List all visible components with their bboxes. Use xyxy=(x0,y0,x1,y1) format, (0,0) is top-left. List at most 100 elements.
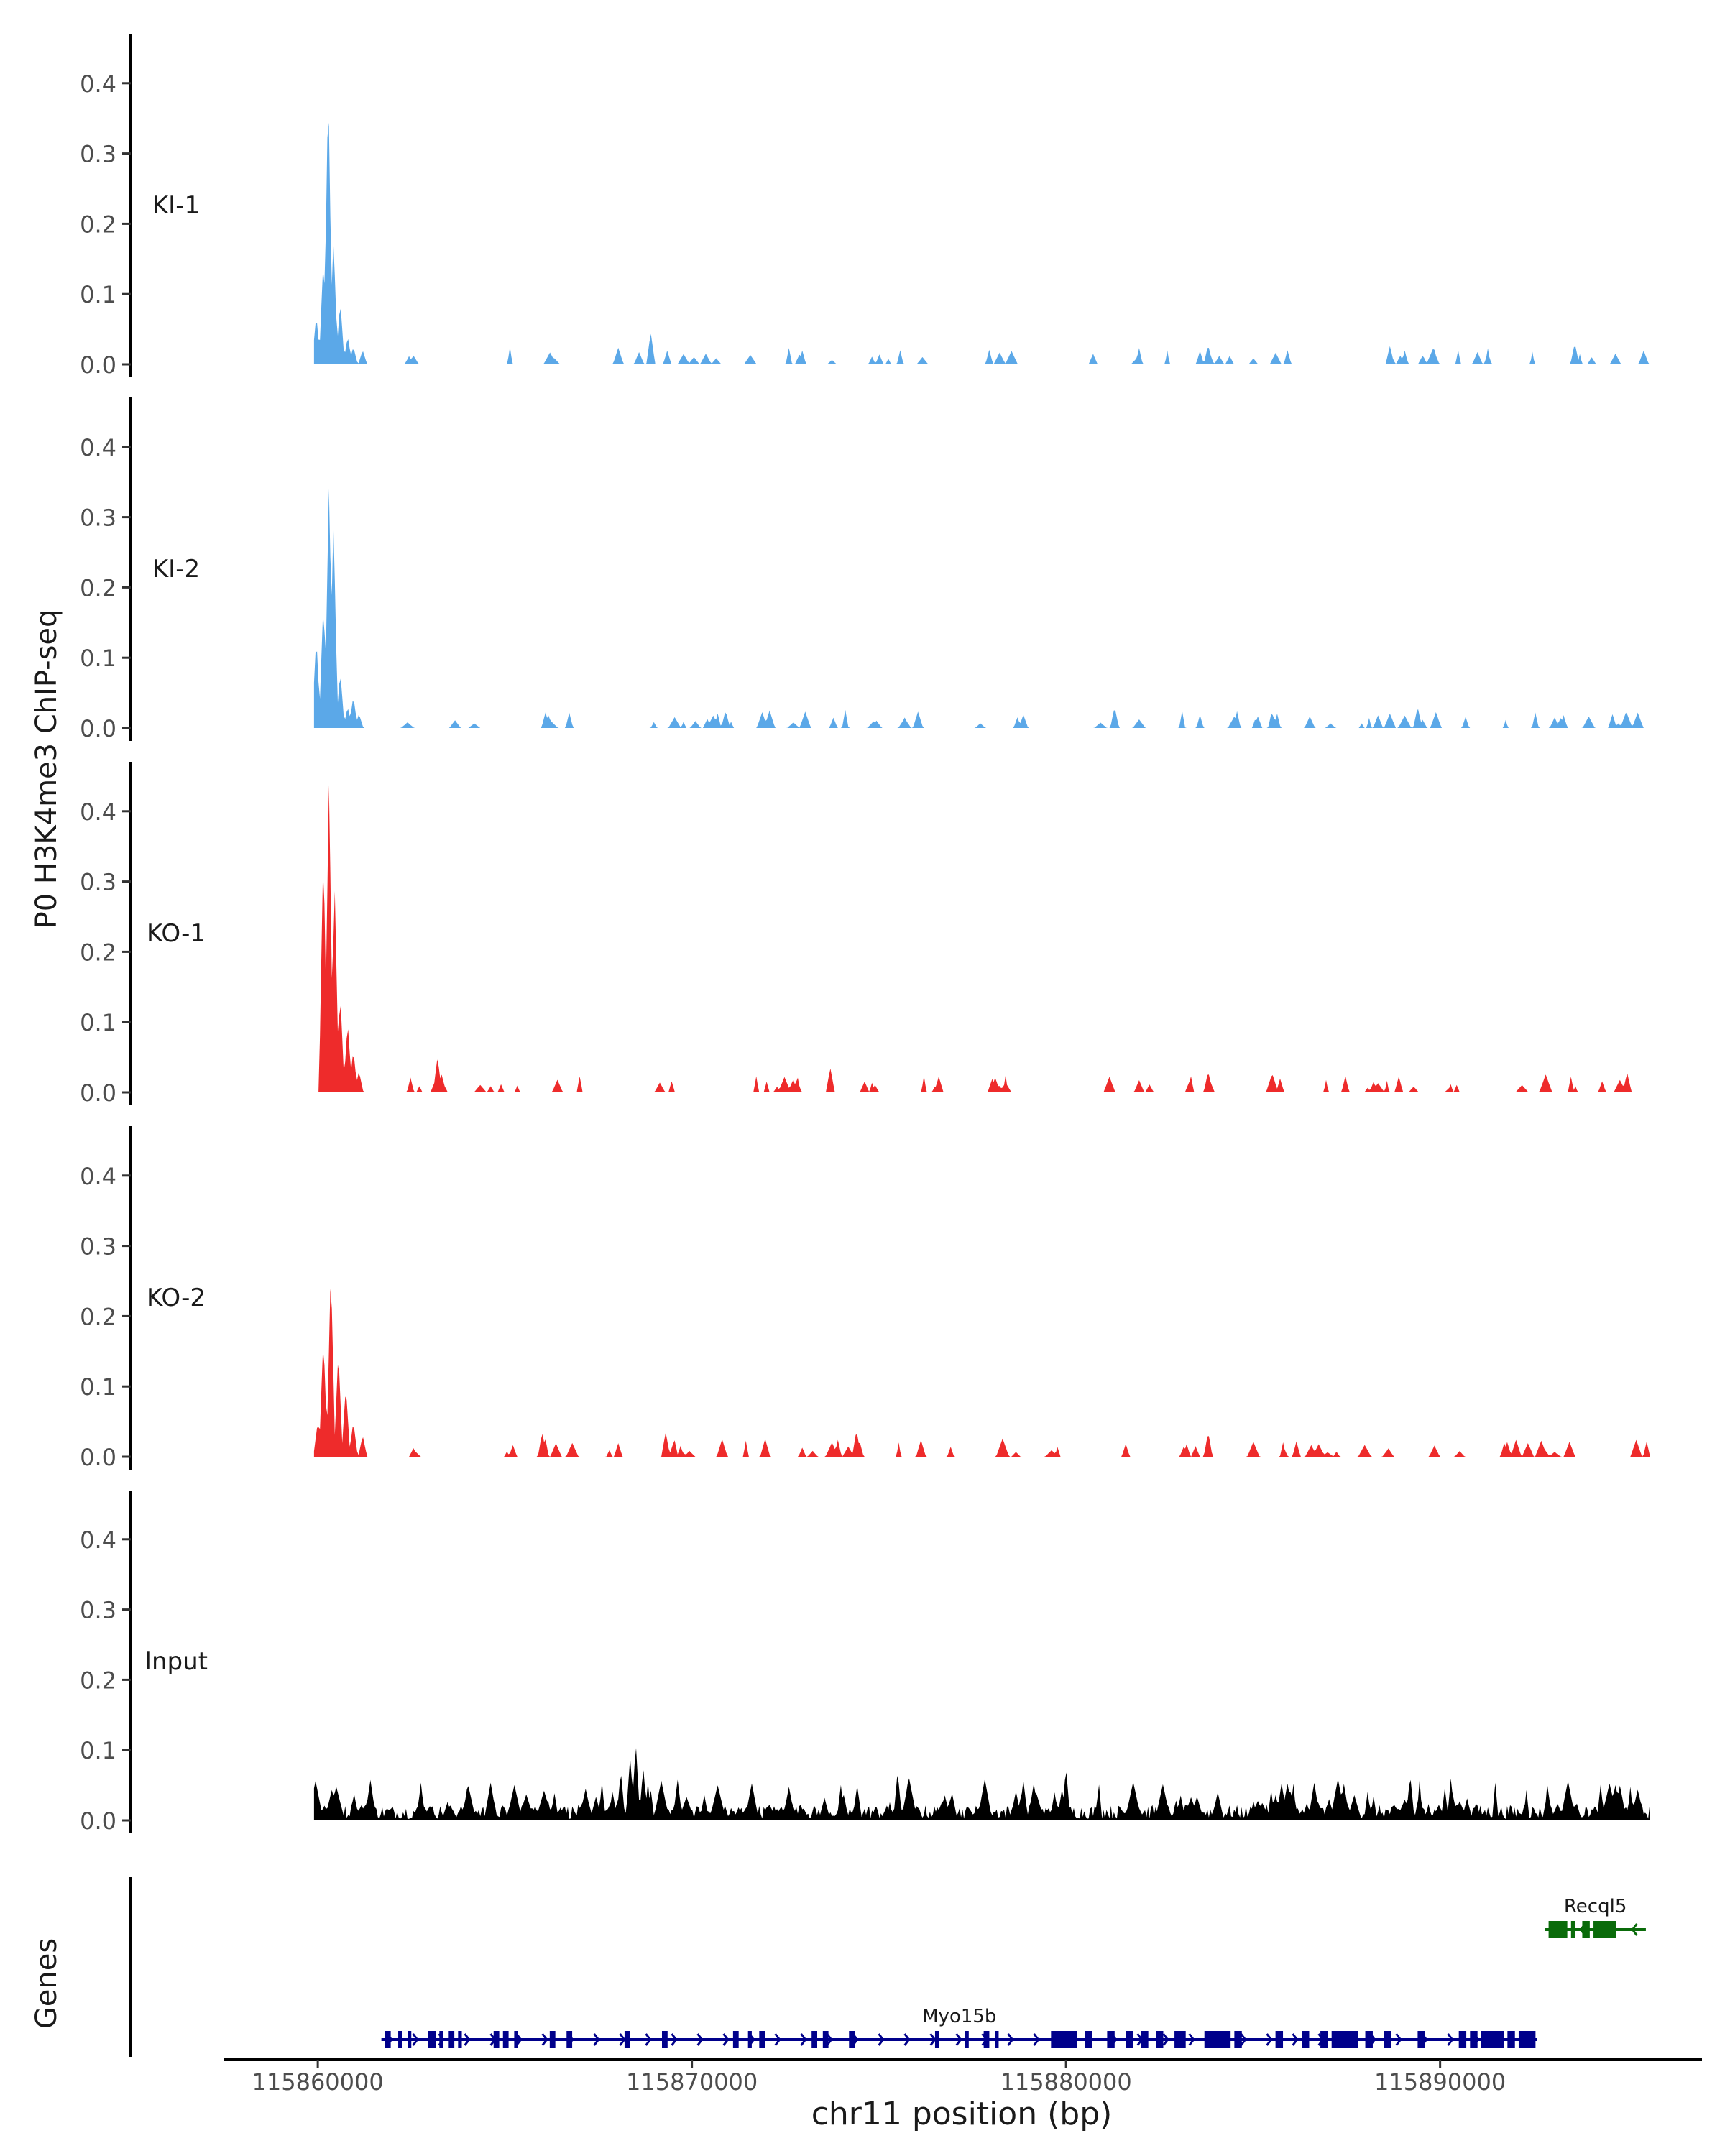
exon xyxy=(1126,2031,1133,2048)
exon xyxy=(398,2031,402,2048)
exon xyxy=(549,2031,556,2048)
strand-chevron xyxy=(929,2033,937,2046)
exon xyxy=(408,2031,412,2048)
exon xyxy=(934,2031,939,2048)
gene-recql5: Recql5 xyxy=(1545,1896,1646,1938)
track-label: Input xyxy=(144,1647,208,1676)
y-tick-label: 0.1 xyxy=(80,1737,116,1764)
exon xyxy=(1481,2031,1504,2048)
strand-chevron xyxy=(1631,1923,1638,1936)
strand-chevron xyxy=(464,2033,471,2046)
y-tick-label: 0.4 xyxy=(80,70,116,98)
gene-myo15b: Myo15b xyxy=(381,2006,1537,2048)
coverage-area xyxy=(313,785,1650,1092)
strand-chevron xyxy=(1162,2033,1169,2046)
y-tick-label: 0.3 xyxy=(80,141,116,168)
strand-chevron xyxy=(412,2033,419,2046)
exon xyxy=(1365,2031,1373,2048)
y-tick-label: 0.3 xyxy=(80,1597,116,1624)
x-tick-label: 115880000 xyxy=(1000,2068,1132,2096)
strand-chevron xyxy=(1007,2033,1014,2046)
y-tick-label: 0.2 xyxy=(80,211,116,238)
exon xyxy=(1331,2031,1358,2048)
exon xyxy=(428,2031,436,2048)
exon xyxy=(1051,2031,1077,2048)
track-label: KO-1 xyxy=(147,919,206,948)
strand-chevron xyxy=(774,2033,781,2046)
strand-chevron xyxy=(800,2033,807,2046)
y-tick-label: 0.0 xyxy=(80,351,116,379)
track-ki-1: 0.0 0.1 0.2 0.3 0.4 KI-1 xyxy=(80,34,1650,379)
tracks-layer: 0.00.10.20.30.4KI-10.00.10.20.30.4KI-20.… xyxy=(80,34,1650,1835)
exon xyxy=(566,2031,573,2048)
track-ki-2: 0.0 0.1 0.2 0.3 0.4 KI-2 xyxy=(80,397,1650,742)
track-label: KI-1 xyxy=(152,191,200,220)
track-ko-1: 0.0 0.1 0.2 0.3 0.4 KO-1 xyxy=(80,762,1650,1107)
exon xyxy=(1582,1921,1590,1938)
x-axis-title: chr11 position (bp) xyxy=(811,2096,1113,2132)
strand-chevron xyxy=(541,2033,548,2046)
x-tick-label: 115870000 xyxy=(626,2068,758,2096)
exon xyxy=(1320,2031,1328,2048)
gene-name: Recql5 xyxy=(1564,1896,1627,1917)
exon xyxy=(1458,2031,1467,2048)
strand-chevron xyxy=(593,2033,600,2046)
y-tick-label: 0.0 xyxy=(80,715,116,742)
y-tick-label: 0.4 xyxy=(80,1526,116,1554)
exon xyxy=(1384,2031,1392,2048)
exon xyxy=(1275,2031,1284,2048)
exon xyxy=(1518,2031,1536,2048)
strand-chevron xyxy=(878,2033,885,2046)
x-tick-label: 115890000 xyxy=(1374,2068,1506,2096)
exon xyxy=(1570,1921,1576,1938)
y-tick-label: 0.1 xyxy=(80,1009,116,1036)
exon xyxy=(759,2031,765,2048)
strand-chevron xyxy=(696,2033,704,2046)
coverage-area xyxy=(313,1748,1650,1820)
exon xyxy=(514,2031,518,2048)
x-axis: 115860000 115870000 115880000 115890000 xyxy=(224,2058,1702,2096)
exon xyxy=(1548,1921,1568,1938)
exon xyxy=(458,2031,462,2048)
coverage-area xyxy=(313,122,1650,364)
exon xyxy=(1593,1921,1616,1938)
strand-chevron xyxy=(671,2033,678,2046)
y-tick-label: 0.2 xyxy=(80,1303,116,1330)
exon xyxy=(849,2031,855,2048)
y-tick-label: 0.0 xyxy=(80,1807,116,1835)
y-tick-label: 0.2 xyxy=(80,574,116,602)
y-tick-label: 0.0 xyxy=(80,1444,116,1471)
exon xyxy=(1156,2031,1164,2048)
y-tick-label: 0.1 xyxy=(80,281,116,308)
exon xyxy=(1470,2031,1478,2048)
strand-chevron xyxy=(1033,2033,1040,2046)
strand-chevron xyxy=(1292,2033,1299,2046)
y-tick-label: 0.1 xyxy=(80,645,116,672)
exon xyxy=(1417,2031,1425,2048)
strand-chevron xyxy=(722,2033,730,2046)
strand-chevron xyxy=(1188,2033,1195,2046)
coverage-area xyxy=(313,489,1650,728)
strand-chevron xyxy=(515,2033,523,2046)
y-tick-label: 0.4 xyxy=(80,434,116,461)
strand-chevron xyxy=(1266,2033,1273,2046)
exon xyxy=(448,2031,455,2048)
exon xyxy=(1507,2031,1515,2048)
genes-panel-label: Genes xyxy=(30,1938,63,2029)
y-tick-label: 0.2 xyxy=(80,939,116,966)
strand-chevron xyxy=(1240,2033,1247,2046)
exon xyxy=(748,2031,752,2048)
exon xyxy=(385,2031,391,2048)
exon xyxy=(1174,2031,1186,2048)
exon xyxy=(439,2031,443,2048)
x-tick-label: 115860000 xyxy=(252,2068,384,2096)
y-tick-label: 0.0 xyxy=(80,1079,116,1107)
strand-chevron xyxy=(619,2033,626,2046)
exon xyxy=(995,2031,999,2048)
strand-chevron xyxy=(903,2033,911,2046)
y-tick-label: 0.4 xyxy=(80,798,116,826)
genes-panel: Recql5 Myo15b xyxy=(129,1877,1646,2057)
y-tick-label: 0.3 xyxy=(80,869,116,896)
y-axis-title: P0 H3K4me3 ChIP-seq xyxy=(30,609,63,929)
